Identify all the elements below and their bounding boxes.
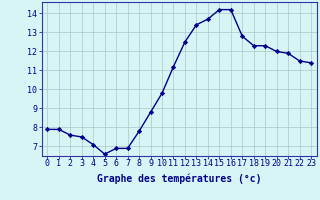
X-axis label: Graphe des températures (°c): Graphe des températures (°c) xyxy=(97,173,261,184)
